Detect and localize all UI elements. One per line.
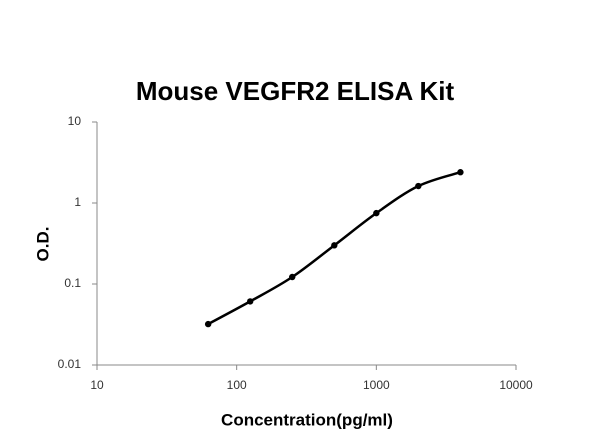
y-tick-label: 0.01 (58, 357, 82, 371)
point (415, 182, 422, 190)
y-tick-label: 1 (74, 195, 81, 209)
x-tick-label: 100 (227, 378, 247, 392)
x-tick-label: 10 (90, 378, 104, 392)
point (373, 209, 380, 217)
y-axis-label: O.D. (33, 227, 52, 262)
point (331, 242, 338, 249)
y-tick-label: 0.1 (64, 276, 81, 290)
point (247, 298, 254, 305)
point (457, 169, 464, 176)
x-tick-label: 10000 (499, 378, 533, 392)
point (204, 320, 212, 328)
x-axis-label: Concentration(pg/ml) (221, 410, 393, 429)
chart-title: Mouse VEGFR2 ELISA Kit (136, 76, 455, 106)
point (289, 273, 296, 281)
y-tick-label: 10 (68, 114, 82, 128)
x-tick-label: 1000 (363, 378, 390, 392)
